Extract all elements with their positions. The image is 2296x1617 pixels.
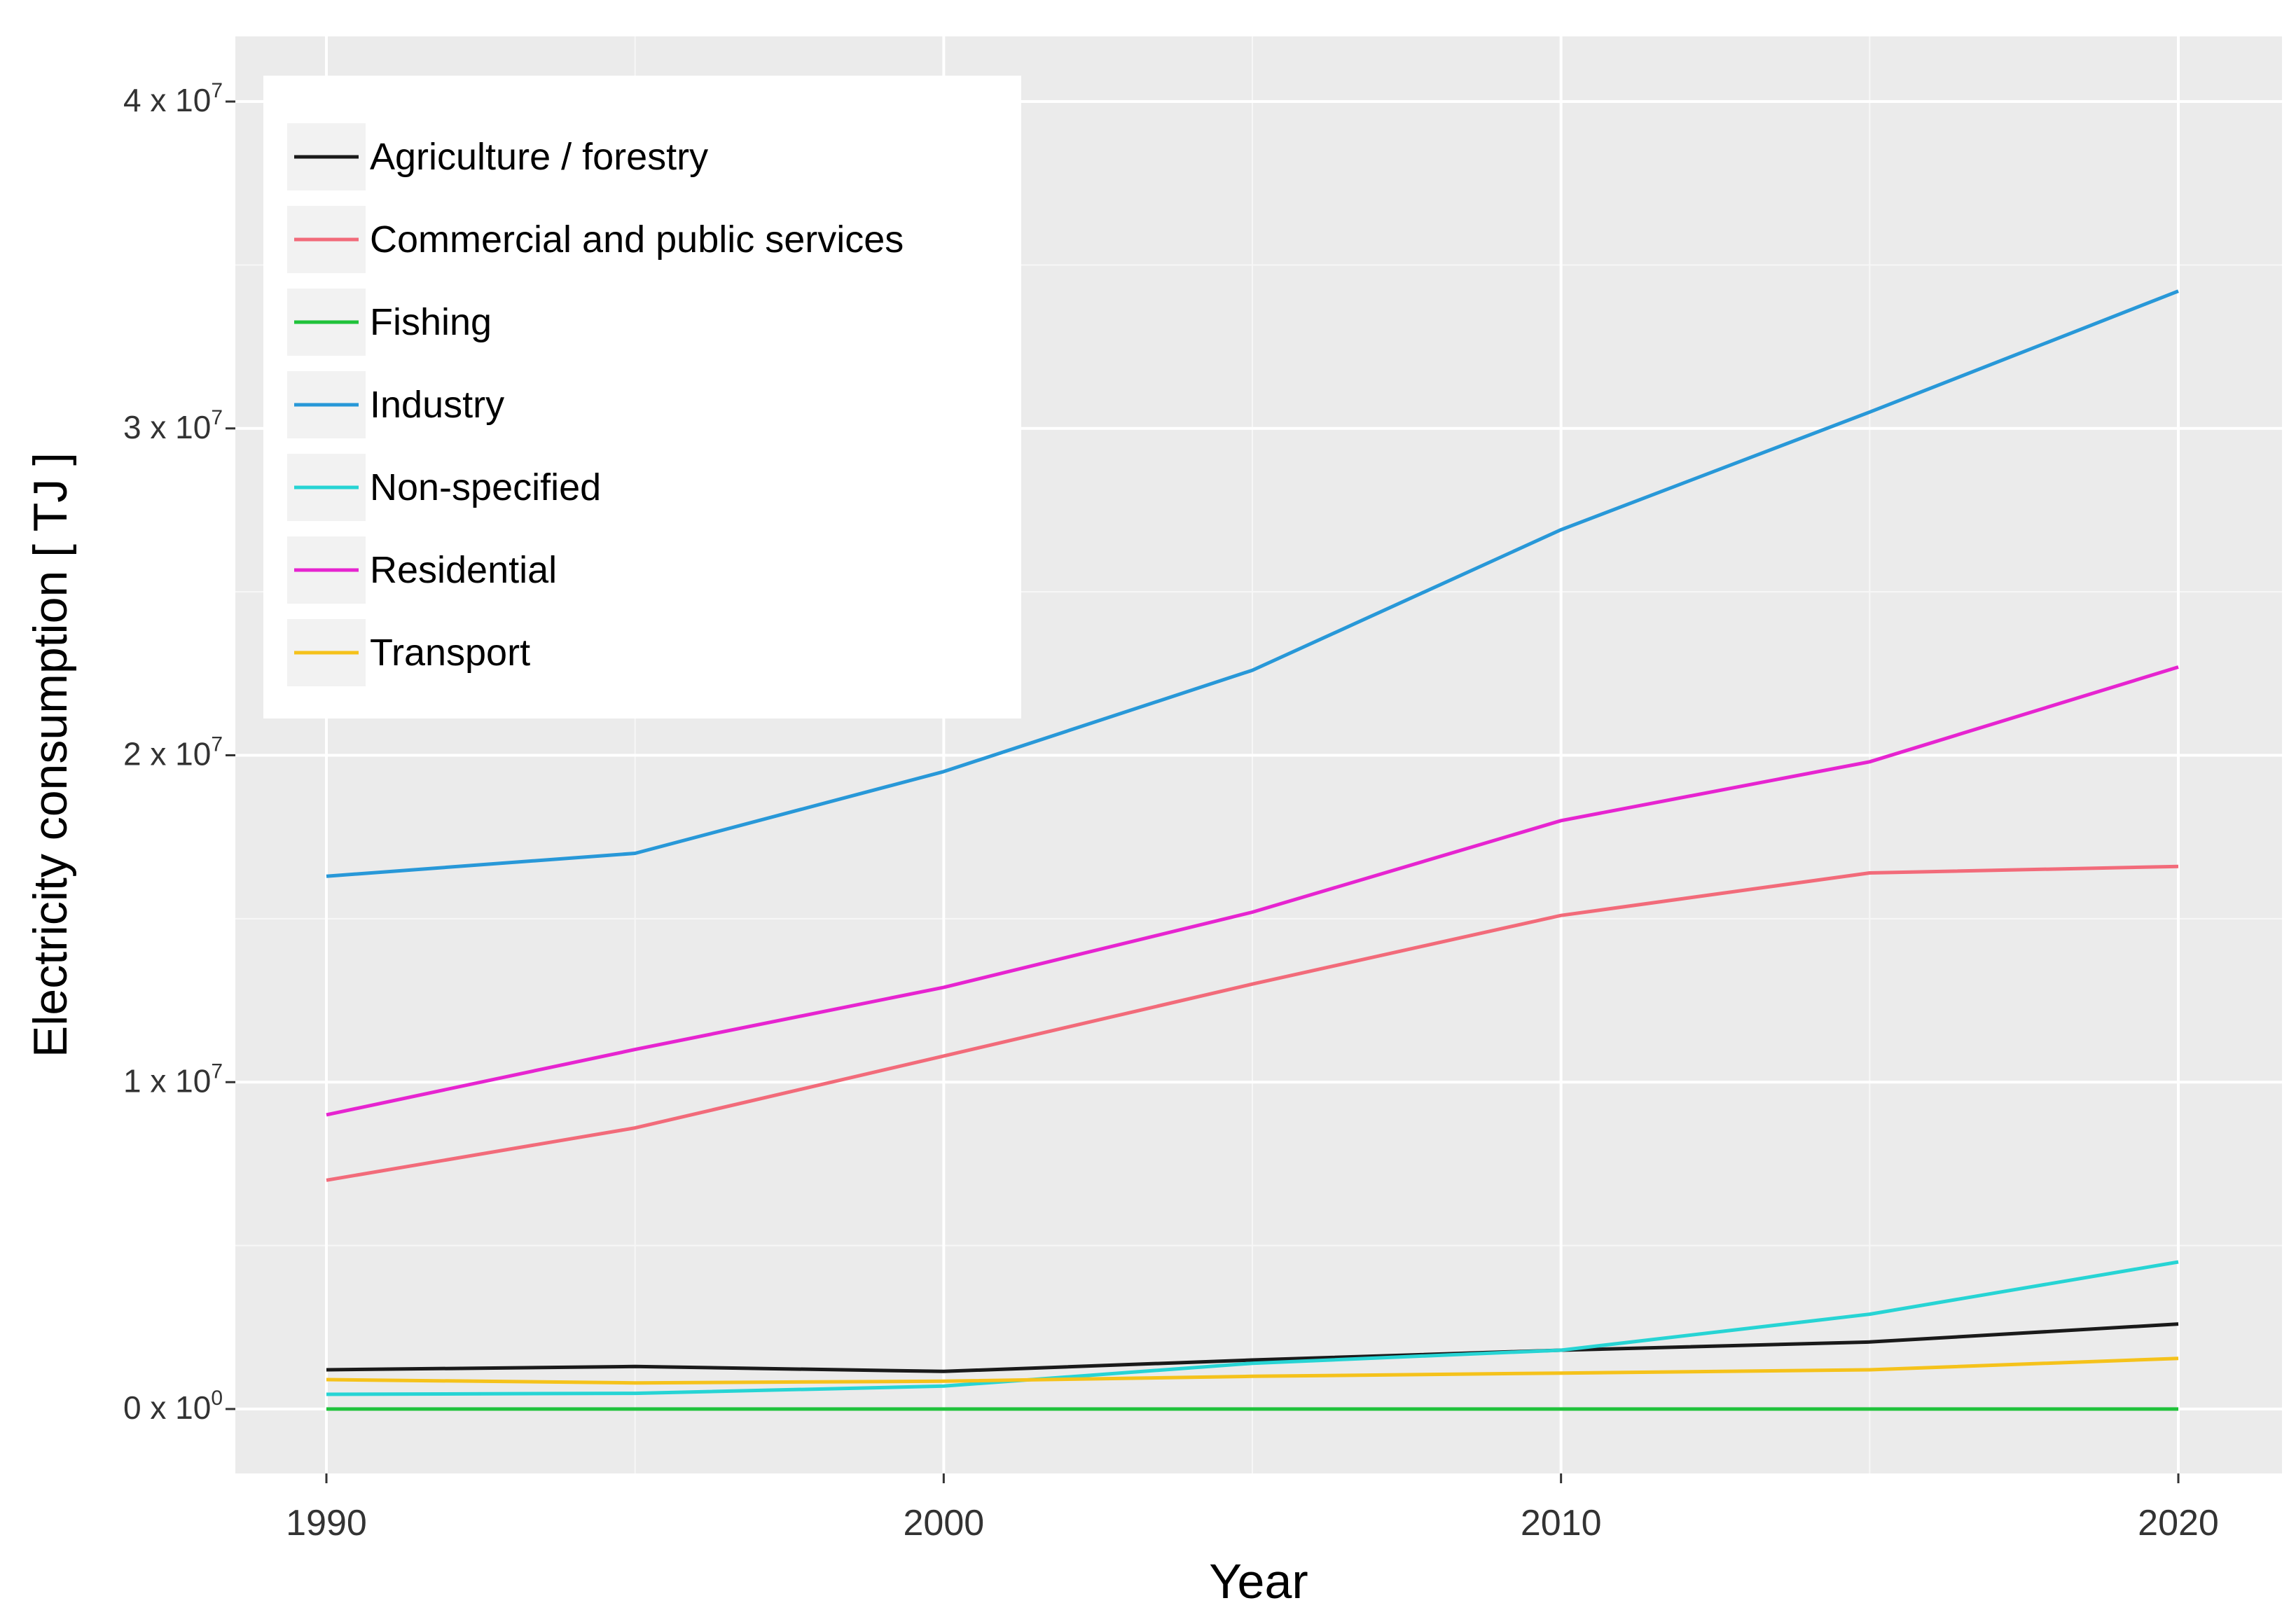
y-axis-ticks: 0 x 100 1 x 107 2 x 107 3 x 107 4 x 107 — [123, 79, 235, 1426]
y-tick-label: 1 x 107 — [123, 1060, 223, 1099]
series-line-transport — [326, 1356, 2179, 1385]
legend-label-non-specified: Non-specified — [370, 466, 601, 508]
x-tick-label: 2010 — [1521, 1503, 1602, 1543]
legend-label-agriculture-forestry: Agriculture / forestry — [370, 136, 708, 178]
x-tick-label: 2000 — [903, 1503, 984, 1543]
y-tick-label: 2 x 107 — [123, 733, 223, 772]
x-axis-ticks: 1990 2000 2010 2020 — [286, 1473, 2219, 1543]
series-line-commercial-and-public-services — [326, 864, 2179, 1182]
x-tick-label: 1990 — [286, 1503, 367, 1543]
x-axis-title: Year — [1209, 1554, 1308, 1609]
x-tick-label: 2020 — [2138, 1503, 2219, 1543]
series-line-residential — [326, 665, 2179, 1117]
series-line-non-specified — [326, 1260, 2179, 1396]
y-tick-label: 4 x 107 — [123, 79, 223, 118]
legend: Agriculture / forestry Commercial and pub… — [263, 76, 1021, 719]
series-line-agriculture-forestry — [326, 1322, 2179, 1373]
legend-box — [263, 76, 1021, 719]
legend-label-industry: Industry — [370, 384, 504, 426]
y-tick-label: 3 x 107 — [123, 406, 223, 445]
series-lines — [326, 289, 2179, 1411]
legend-label-transport: Transport — [370, 632, 530, 674]
y-tick-label: 0 x 100 — [123, 1387, 223, 1426]
legend-label-commercial-and-public-services: Commercial and public services — [370, 218, 904, 261]
y-axis-title: Electricity consumption [ TJ ] — [24, 452, 77, 1057]
series-line-industry — [326, 289, 2179, 878]
legend-label-residential: Residential — [370, 549, 557, 591]
legend-label-fishing: Fishing — [370, 301, 492, 343]
